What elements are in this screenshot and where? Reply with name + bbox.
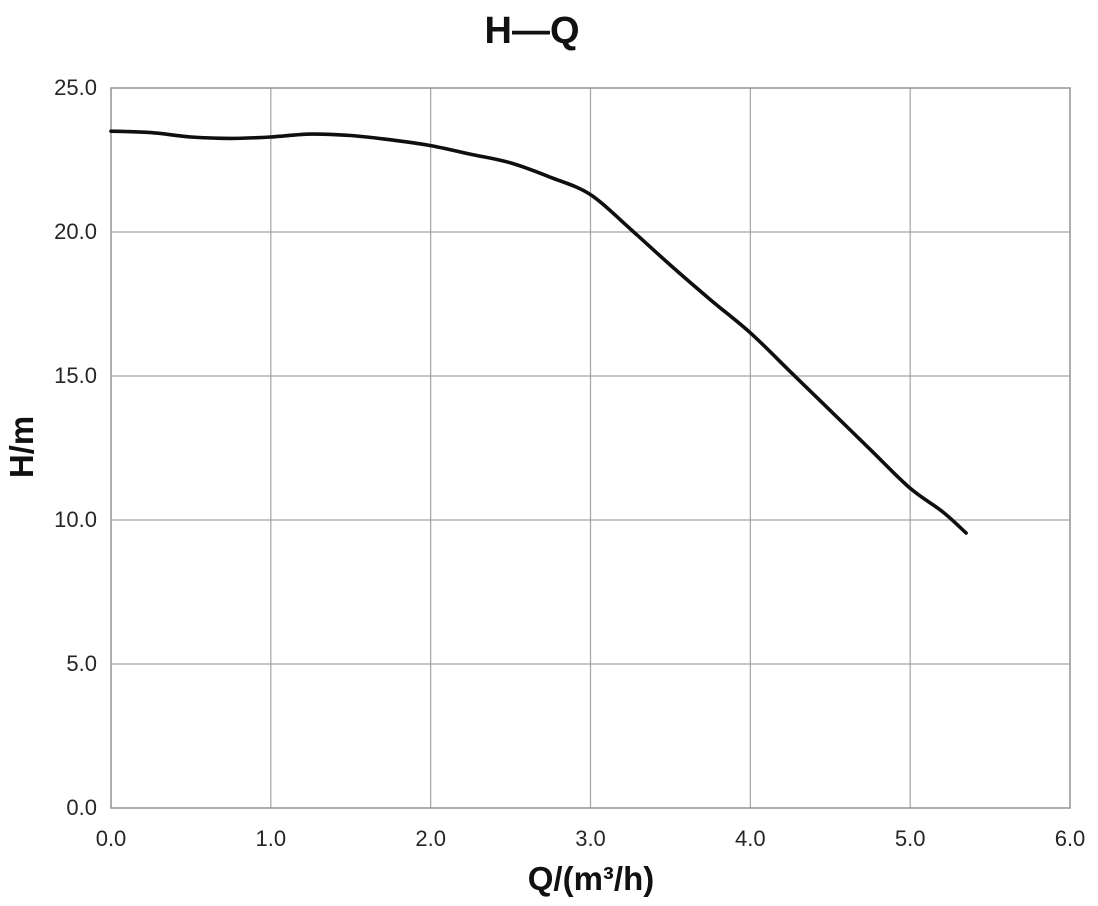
y-tick-label: 20.0: [54, 219, 97, 244]
plot-border: [110, 87, 1071, 809]
x-tick-label: 0.0: [95, 826, 127, 851]
y-tick-label: 0.0: [66, 795, 97, 820]
y-tick-label: 15.0: [54, 363, 97, 388]
y-tick-label: 25.0: [54, 75, 97, 100]
y-tick-label: 10.0: [54, 507, 97, 532]
chart-title: H—Q: [484, 10, 580, 52]
x-axis-tick-labels: 0.0 1.0 2.0 3.0 4.0 5.0 6.0: [0, 826, 1098, 856]
y-axis-tick-labels: 0.0 5.0 10.0 15.0 20.0 25.0: [0, 0, 97, 906]
x-tick-label: 6.0: [1054, 826, 1086, 851]
x-tick-label: 1.0: [255, 826, 287, 851]
hq-curve: [109, 129, 968, 535]
x-tick-label: 5.0: [894, 826, 926, 851]
x-tick-label: 2.0: [415, 826, 446, 851]
x-tick-label: 3.0: [575, 826, 606, 851]
x-tick-label: 4.0: [735, 826, 766, 851]
y-tick-label: 5.0: [66, 651, 97, 676]
x-axis-title: Q/(m³/h): [527, 860, 655, 897]
